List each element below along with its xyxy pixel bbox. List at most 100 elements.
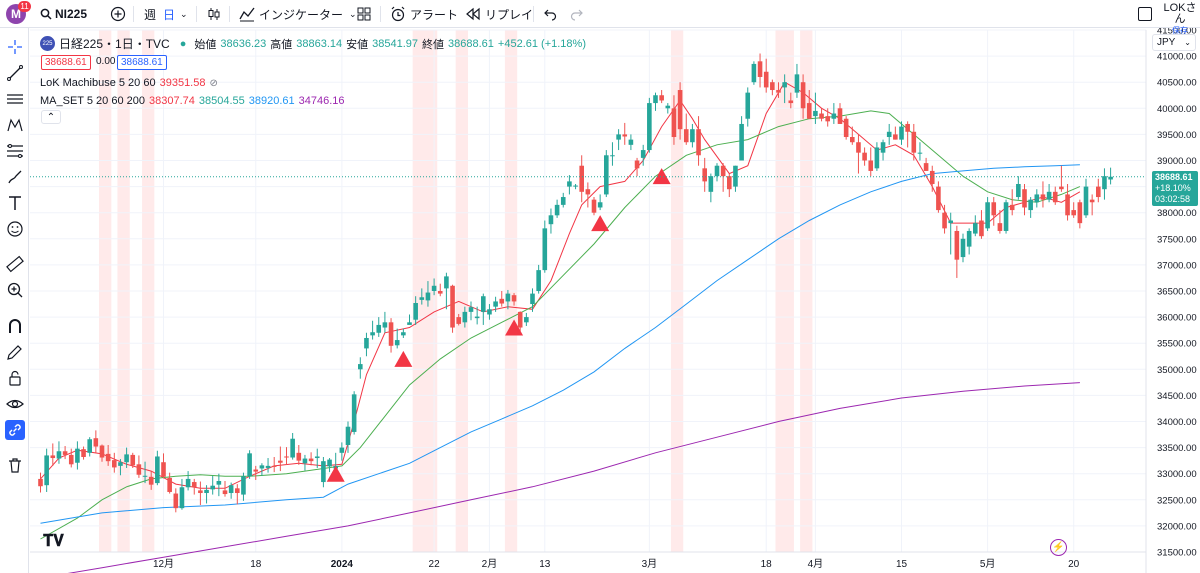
- emoji-tool[interactable]: [5, 219, 25, 239]
- stay-drawing-tool[interactable]: [5, 342, 25, 362]
- symbol-search[interactable]: NI225: [40, 0, 87, 28]
- candle-body: [81, 449, 86, 457]
- hidden-icon[interactable]: ⊘: [209, 77, 218, 89]
- redo-button[interactable]: [570, 0, 584, 28]
- brush-tool[interactable]: [5, 167, 25, 187]
- candle-body: [733, 165, 738, 187]
- lock-tool[interactable]: [5, 368, 25, 388]
- indicator-machibuse[interactable]: LoK Machibuse 5 20 60 39351.58 ⊘: [40, 77, 218, 89]
- candle-body: [167, 477, 172, 492]
- alert-button[interactable]: アラート: [390, 0, 458, 28]
- interval-week-button[interactable]: 週: [144, 7, 157, 22]
- ma5-value: 38307.74: [148, 95, 195, 107]
- sell-price-box[interactable]: 38688.61: [41, 55, 91, 70]
- indicator-name: LoK Machibuse 5 20 60: [40, 77, 156, 89]
- replay-button[interactable]: リプレイ: [465, 0, 533, 28]
- horizontal-lines-icon: [7, 94, 23, 104]
- currency-select[interactable]: JPY ⌄: [1152, 34, 1196, 51]
- last-price: 38688.61: [1155, 171, 1193, 182]
- candle-body: [499, 298, 505, 304]
- candle-body: [536, 270, 541, 291]
- collapse-legend-button[interactable]: ⌃: [41, 110, 61, 124]
- ruler-icon: [6, 255, 24, 273]
- trend-line-tool[interactable]: [5, 63, 25, 83]
- candle-body: [1040, 194, 1046, 200]
- y-tick-label: 41000.00: [1157, 52, 1197, 63]
- hide-tool[interactable]: [5, 394, 25, 414]
- y-tick-label: 36000.00: [1157, 313, 1197, 324]
- text-tool[interactable]: [5, 193, 25, 213]
- horizontal-lines-tool[interactable]: [5, 89, 25, 109]
- candle-body: [437, 291, 443, 294]
- candle-body: [179, 487, 185, 509]
- candle-body: [837, 108, 843, 124]
- x-tick-label: 22: [429, 559, 441, 570]
- candle-body: [597, 202, 603, 208]
- link-icon: [9, 424, 21, 436]
- candle-body: [843, 118, 849, 138]
- interval-day-button[interactable]: 日: [163, 7, 176, 22]
- remove-tool[interactable]: [5, 455, 25, 475]
- save-area[interactable]: LOKさん 保存: [1162, 3, 1198, 36]
- compare-symbol-button[interactable]: [110, 0, 126, 28]
- candle-body: [87, 439, 92, 453]
- candle-body: [560, 197, 566, 205]
- templates-button[interactable]: [357, 0, 371, 28]
- candles-icon: [208, 8, 220, 20]
- tradingview-logo[interactable]: 𝐓𝐕: [43, 533, 64, 550]
- candle-body: [321, 461, 326, 483]
- redo-icon: [570, 9, 583, 21]
- candle-body: [548, 215, 554, 225]
- candle-body: [130, 454, 136, 466]
- zoom-tool[interactable]: [5, 280, 25, 300]
- link-tool[interactable]: [5, 420, 25, 440]
- candle-body: [1052, 191, 1058, 203]
- layout-checkbox[interactable]: [1138, 0, 1152, 28]
- candle-body: [517, 311, 523, 328]
- y-tick-label: 32500.00: [1157, 495, 1197, 506]
- alarm-clock-icon: [391, 6, 405, 22]
- fib-icon: [7, 144, 23, 158]
- candle-body: [591, 199, 597, 213]
- candle-body: [481, 296, 486, 312]
- pencil-lock-icon: [7, 345, 22, 360]
- interval-dropdown[interactable]: ⌄: [180, 0, 188, 28]
- grid-icon: [357, 7, 371, 21]
- symbol-title[interactable]: 日経225・1日・TVC: [59, 37, 170, 51]
- candle-body: [579, 165, 584, 192]
- candle-body: [407, 322, 412, 325]
- chart-type-button[interactable]: [206, 0, 222, 28]
- candle-body: [763, 71, 769, 88]
- brush-icon: [8, 170, 22, 184]
- candle-body: [720, 165, 726, 177]
- candle-body: [505, 293, 511, 302]
- candle-body: [142, 475, 148, 477]
- lightning-icon[interactable]: ⚡: [1050, 539, 1067, 556]
- candle-body: [376, 324, 382, 333]
- candle-body: [401, 332, 406, 336]
- x-tick-label: 12月: [153, 558, 174, 570]
- pitchfork-icon: [7, 118, 23, 132]
- ruler-tool[interactable]: [5, 254, 25, 274]
- notification-badge[interactable]: 11: [18, 1, 31, 12]
- pattern-tool[interactable]: [5, 115, 25, 135]
- x-tick-label: 18: [250, 559, 262, 570]
- crosshair-tool[interactable]: [5, 37, 25, 57]
- indicators-button[interactable]: インジケーター ⌄: [238, 0, 357, 28]
- candle-body: [370, 332, 375, 336]
- indicator-ma-set[interactable]: MA_SET 5 20 60 200 38307.74 38504.55 389…: [40, 95, 345, 107]
- candle-body: [382, 322, 388, 328]
- buy-price-box[interactable]: 38688.61: [117, 55, 167, 70]
- fib-tool[interactable]: [5, 141, 25, 161]
- candle-body: [683, 129, 689, 143]
- candle-body: [1083, 186, 1089, 216]
- save-button[interactable]: 保存: [1172, 26, 1188, 35]
- magnet-tool[interactable]: [5, 316, 25, 336]
- candle-body: [1059, 186, 1064, 190]
- open-value: 38636.23: [220, 37, 267, 50]
- candle-body: [739, 123, 744, 161]
- undo-button[interactable]: [543, 0, 557, 28]
- candle-body: [364, 337, 369, 349]
- candle-body: [105, 453, 111, 462]
